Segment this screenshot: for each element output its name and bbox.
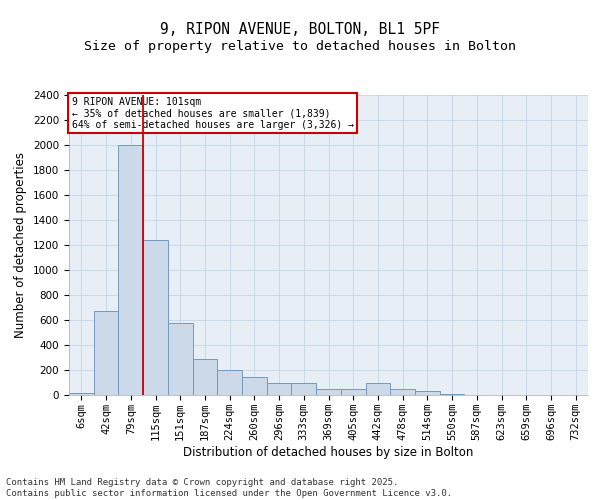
Bar — [292, 382, 316, 395]
Bar — [267, 382, 292, 395]
Bar — [390, 389, 415, 395]
Bar — [168, 322, 193, 395]
Bar — [69, 393, 94, 395]
Bar — [94, 311, 118, 395]
Bar — [217, 370, 242, 395]
Bar — [440, 394, 464, 395]
Bar — [415, 391, 440, 395]
Bar — [143, 240, 168, 395]
Bar — [118, 145, 143, 395]
Bar — [242, 377, 267, 395]
Text: 9, RIPON AVENUE, BOLTON, BL1 5PF: 9, RIPON AVENUE, BOLTON, BL1 5PF — [160, 22, 440, 38]
Bar — [316, 389, 341, 395]
Text: 9 RIPON AVENUE: 101sqm
← 35% of detached houses are smaller (1,839)
64% of semi-: 9 RIPON AVENUE: 101sqm ← 35% of detached… — [71, 96, 353, 130]
Bar — [341, 389, 365, 395]
Text: Size of property relative to detached houses in Bolton: Size of property relative to detached ho… — [84, 40, 516, 53]
Bar — [193, 359, 217, 395]
Y-axis label: Number of detached properties: Number of detached properties — [14, 152, 28, 338]
Text: Contains HM Land Registry data © Crown copyright and database right 2025.
Contai: Contains HM Land Registry data © Crown c… — [6, 478, 452, 498]
Bar — [365, 382, 390, 395]
X-axis label: Distribution of detached houses by size in Bolton: Distribution of detached houses by size … — [184, 446, 473, 458]
